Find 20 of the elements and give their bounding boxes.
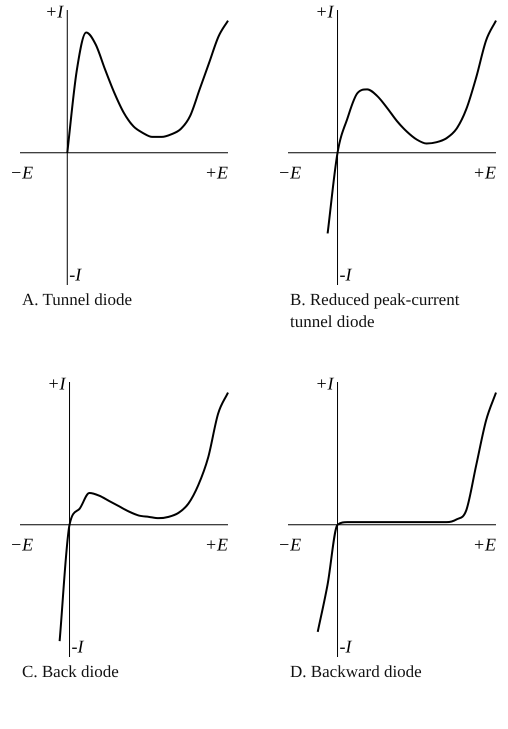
text: -I [69,264,82,285]
annotation: +I [47,374,67,394]
annotation: +I [45,2,64,22]
text: +E [204,162,228,183]
annotation: −E [278,534,302,555]
text: -I [340,636,353,657]
annotation: +I [315,2,335,22]
annotation: +I [315,374,335,394]
annotation: +E [472,162,496,183]
annotation: −E [10,534,34,555]
annotation: -I [72,636,85,657]
text: −E [10,162,34,183]
text: B. Reduced peak-current tunnel diode [289,289,460,333]
text: -I [340,264,353,285]
text: A. Tunnel diode [21,289,134,311]
annotation: +E [204,534,228,555]
annotation: +E [472,534,496,555]
annotation: −E [278,162,302,183]
text: C. Back diode [21,661,120,683]
text: D. Backward diode [289,661,423,683]
